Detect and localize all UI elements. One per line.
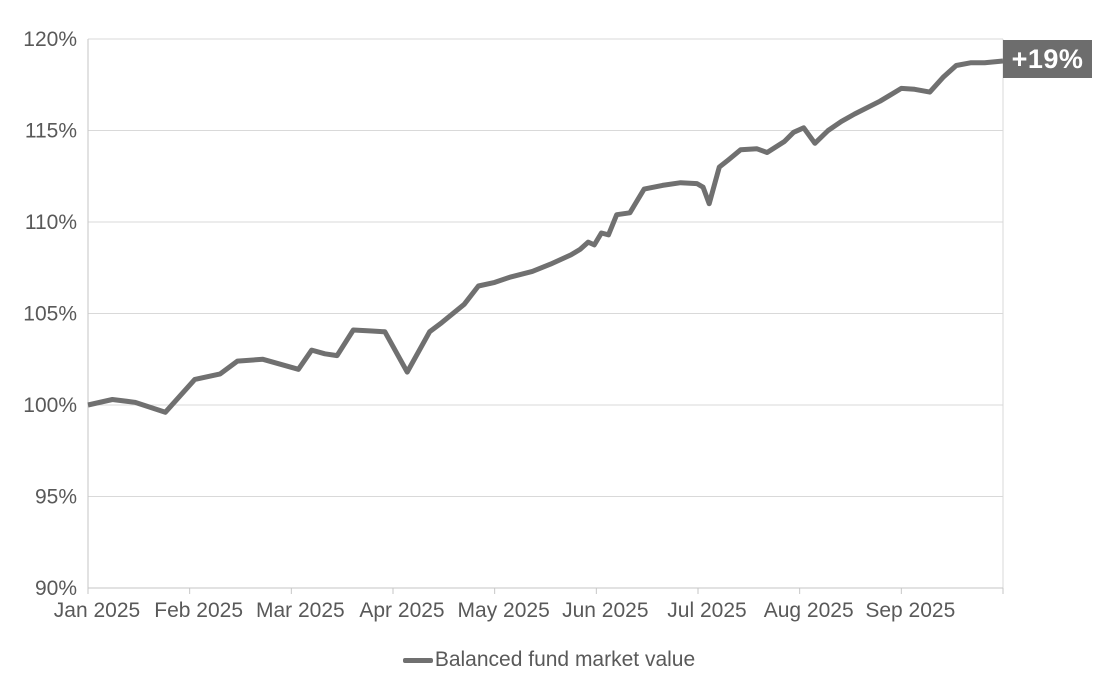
y-axis-tick-label: 110%: [25, 211, 77, 234]
y-axis-tick-label: 100%: [23, 394, 77, 417]
x-axis-tick-label: May 2025: [458, 599, 550, 622]
y-axis-tick-label: 115%: [25, 120, 77, 143]
x-axis-tick-label: Feb 2025: [154, 599, 243, 622]
y-axis-tick-label: 90%: [35, 577, 77, 600]
legend-label: Balanced fund market value: [434, 648, 696, 671]
x-axis-tick-label: Mar 2025: [256, 599, 345, 622]
x-axis-tick-label: Aug 2025: [764, 599, 854, 622]
x-axis-tick-label: Jun 2025: [562, 599, 648, 622]
end-value-badge: +19%: [1003, 40, 1092, 78]
y-axis-tick-label: 105%: [23, 303, 77, 326]
legend-line-swatch: [402, 657, 433, 663]
x-axis-tick-label: Sep 2025: [865, 599, 955, 622]
x-axis-tick-label: Jul 2025: [667, 599, 746, 622]
x-axis-tick-label: Jan 2025: [54, 599, 140, 622]
y-axis-tick-label: 120%: [23, 28, 77, 51]
y-axis-tick-label: 95%: [35, 486, 77, 509]
legend: Balanced fund market value: [0, 648, 1098, 672]
series-line-balanced-fund-market-value: [87, 58, 1004, 415]
x-axis-tick-label: Apr 2025: [359, 599, 444, 622]
